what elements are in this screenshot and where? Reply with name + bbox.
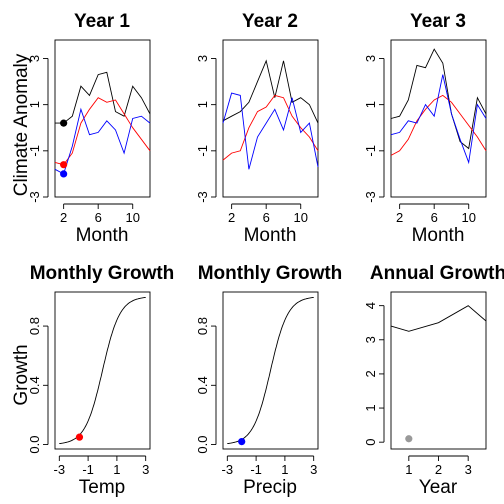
panel-title: Year 2 [242, 11, 298, 32]
plot-area-5: 1 2 3 0 1 2 3 4 [363, 291, 487, 477]
y-tick-label: 0.4 [195, 376, 210, 394]
panel-title: Monthly Growth [30, 263, 175, 284]
y-tick-label: 2 [363, 370, 378, 377]
x-axis-label: Month [244, 225, 297, 246]
x-tick-label: -3 [54, 462, 66, 477]
data-point [75, 433, 84, 441]
series-line [54, 97, 151, 166]
plot-area-2: 2 6 10 -3 -1 1 3 [363, 39, 487, 225]
series-line [390, 94, 487, 156]
x-axis-label: Month [412, 225, 465, 246]
x-tick-label: 1 [113, 462, 120, 477]
y-tick-label: 4 [363, 302, 378, 309]
y-tick-label: 1 [27, 101, 42, 108]
x-tick-label: 3 [465, 462, 472, 477]
x-tick-label: -1 [82, 462, 94, 477]
x-axis-label: Year [419, 477, 458, 498]
y-tick-label: 3 [363, 336, 378, 343]
panel-monthly-growth-temp: Monthly Growth Growth Temp [11, 263, 174, 498]
series-line [390, 48, 487, 150]
y-tick-label: 0.0 [27, 436, 42, 454]
series-line [390, 305, 487, 332]
y-tick-label: 3 [363, 55, 378, 62]
x-tick-label: 6 [95, 210, 102, 225]
y-axis-label: Growth [11, 344, 32, 405]
y-tick-label: 1 [195, 101, 210, 108]
y-tick-label: 0 [363, 439, 378, 446]
panel-monthly-growth-precip: Monthly Growth Precip [198, 263, 343, 498]
panel-title: Monthly Growth [198, 263, 343, 284]
series-line [55, 71, 151, 124]
x-tick-label: 2 [435, 462, 442, 477]
panel-year-2: Year 2 Month [242, 11, 298, 246]
plot-frame [222, 39, 319, 198]
y-tick-label: -3 [195, 191, 210, 203]
y-tick-label: 1 [363, 101, 378, 108]
data-point [238, 437, 246, 446]
x-tick-label: 2 [228, 210, 235, 225]
x-tick-label: 2 [396, 210, 403, 225]
plot-frame [54, 291, 151, 450]
y-tick-label: 3 [195, 55, 210, 62]
x-tick-label: 2 [60, 210, 67, 225]
x-tick-label: 10 [293, 210, 307, 225]
data-point [60, 170, 68, 178]
panel-title: Annual Growth [370, 263, 504, 284]
x-tick-label: 6 [431, 210, 438, 225]
plot-frame [222, 291, 319, 450]
x-tick-label: 3 [142, 462, 149, 477]
plot-area-3: -3 -1 1 3 0.0 0.4 0.8 [27, 291, 151, 477]
x-tick-label: 1 [281, 462, 288, 477]
growth-curve [227, 296, 314, 445]
y-tick-label: 0.4 [27, 376, 42, 394]
plot-area-0: 2 6 10 -3 -1 1 3 [27, 39, 151, 225]
y-tick-label: 3 [27, 55, 42, 62]
y-tick-label: -1 [363, 145, 378, 157]
series-line [222, 94, 319, 161]
x-tick-label: 3 [310, 462, 317, 477]
panel-title: Year 3 [410, 11, 466, 32]
y-tick-label: 0.0 [195, 436, 210, 454]
panel-annual-growth: Annual Growth Year [370, 263, 504, 498]
data-point [405, 435, 413, 443]
x-tick-label: 1 [405, 462, 412, 477]
series-line [222, 59, 319, 124]
x-tick-label: 6 [263, 210, 270, 225]
panel-year-1: Year 1 Climate Anomaly Month [11, 11, 130, 246]
y-tick-label: -1 [195, 145, 210, 157]
y-tick-label: 0.8 [195, 317, 210, 335]
y-axis-label: Climate Anomaly [11, 53, 32, 196]
data-point [60, 119, 68, 127]
panel-year-3: Year 3 Month [410, 11, 466, 246]
plot-frame [390, 291, 487, 450]
plot-frame [54, 39, 151, 198]
plot-area-1: 2 6 10 -3 -1 1 3 [195, 39, 319, 225]
y-tick-label: 0.8 [27, 317, 42, 335]
y-tick-label: -3 [27, 191, 42, 203]
y-tick-label: -1 [27, 145, 42, 157]
y-tick-label: -3 [363, 191, 378, 203]
panel-title: Year 1 [74, 11, 130, 32]
x-tick-label: -3 [222, 462, 234, 477]
plot-frame [390, 39, 487, 198]
series-line [390, 74, 487, 165]
x-axis-label: Temp [79, 477, 125, 498]
plot-area-4: -3 -1 1 3 0.0 0.4 0.8 [195, 291, 319, 477]
x-axis-label: Precip [243, 477, 297, 498]
data-point [60, 161, 68, 169]
y-tick-label: 1 [363, 404, 378, 411]
x-tick-label: 10 [125, 210, 139, 225]
x-tick-label: -1 [250, 462, 262, 477]
x-tick-label: 10 [461, 210, 475, 225]
growth-curve [59, 296, 146, 445]
series-line [54, 107, 151, 175]
series-line [222, 92, 319, 170]
x-axis-label: Month [76, 225, 129, 246]
